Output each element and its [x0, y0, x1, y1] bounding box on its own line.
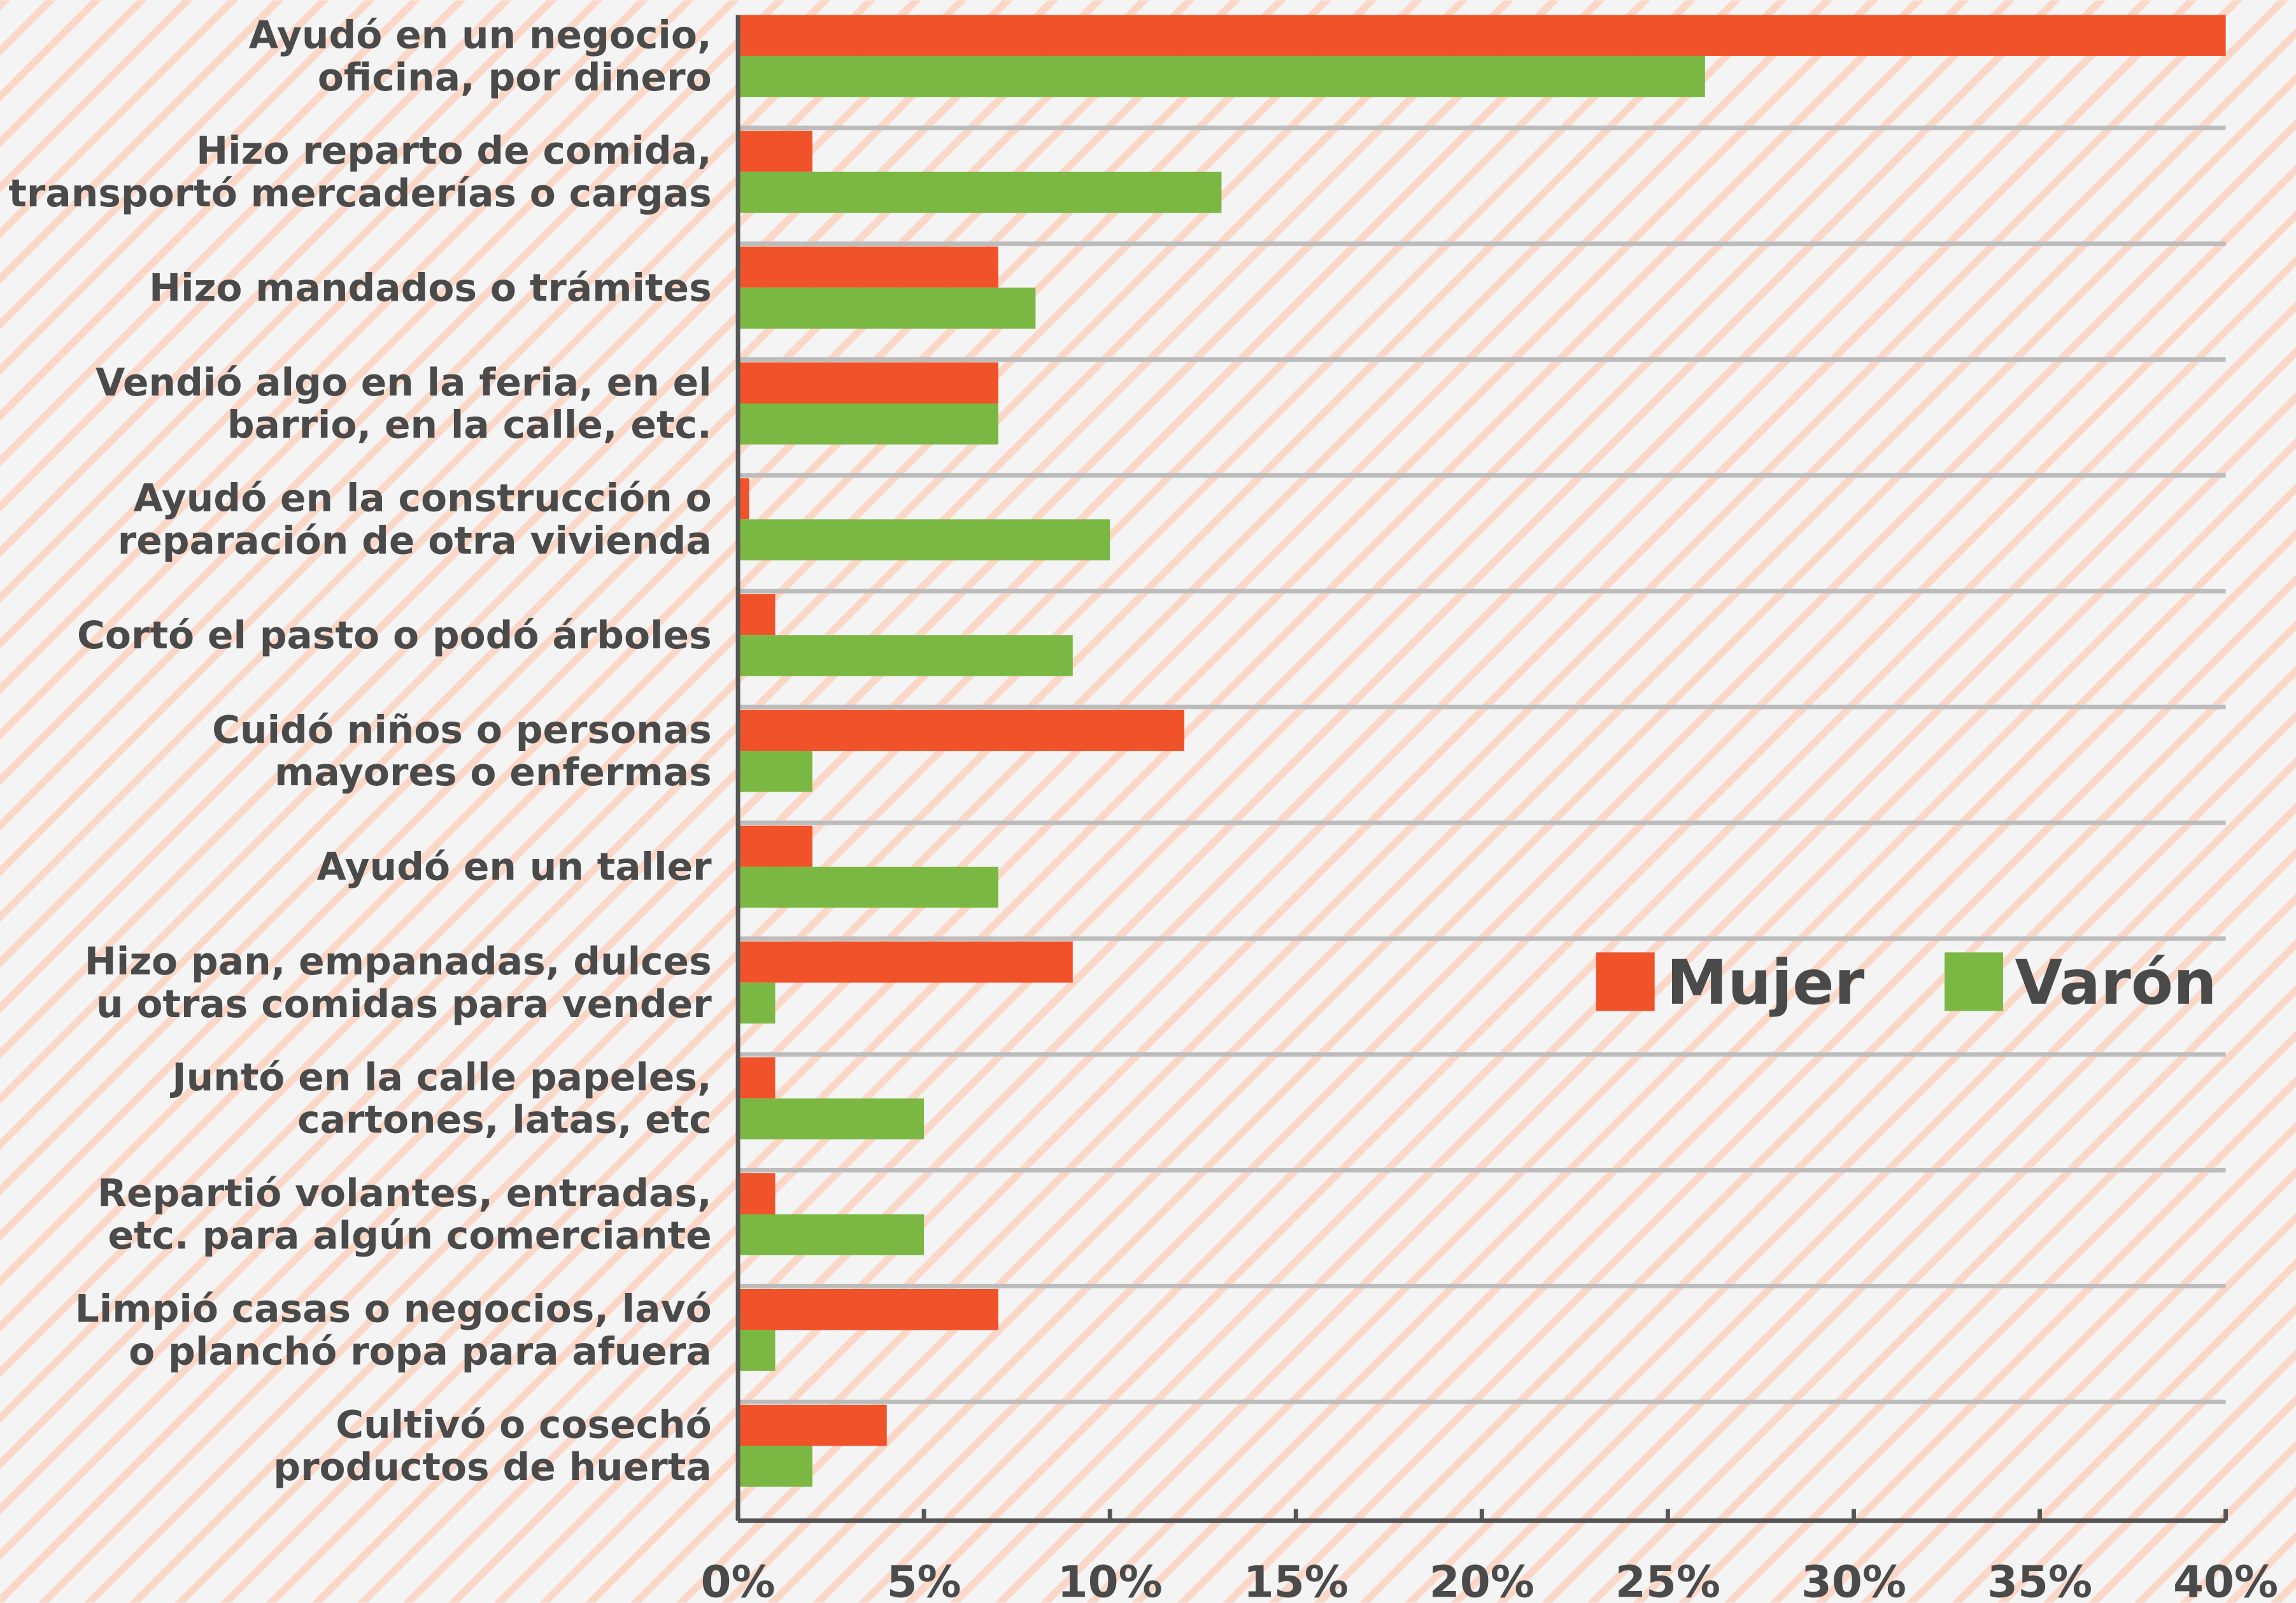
x-tick-label: 0% [701, 1557, 776, 1603]
y-tick-label: Ayudó en un negocio, oficina, por dinero [249, 13, 712, 100]
bar [738, 131, 812, 172]
x-tick-label: 25% [1615, 1557, 1720, 1603]
y-tick-label: Hizo reparto de comida, transportó mercad… [8, 129, 711, 216]
x-tick-label: 20% [1429, 1557, 1534, 1603]
legend-label: Varón [2015, 946, 2216, 1018]
y-tick-label: Juntó en la calle papeles, cartones, lata… [169, 1056, 711, 1143]
y-tick-label: Ayudó en la construcción o reparación de … [118, 477, 712, 564]
bar [738, 751, 812, 792]
bar [738, 1057, 776, 1099]
bar [738, 1330, 776, 1371]
bar [738, 982, 776, 1024]
legend-label: Mujer [1666, 946, 1864, 1018]
y-tick-label: Hizo pan, empanadas, dulces u otras comid… [85, 940, 712, 1027]
y-tick-label: Hizo mandados o trámites [149, 266, 712, 310]
bar [738, 171, 1222, 213]
y-tick-label: Cortó el pasto o podó árboles [77, 614, 712, 658]
y-tick-label: Limpió casas o negocios, lavó o planchó r… [75, 1288, 712, 1374]
bar [738, 403, 998, 445]
legend-swatch [1945, 952, 2004, 1011]
bar [738, 246, 998, 288]
bar [738, 941, 1073, 983]
x-tick-label: 10% [1058, 1557, 1163, 1603]
bar [738, 478, 749, 520]
bar [738, 1098, 925, 1140]
x-tick-label: 40% [2173, 1557, 2278, 1603]
bar [738, 519, 1110, 560]
bar [738, 866, 998, 908]
x-tick-label: 5% [887, 1557, 961, 1603]
bar [738, 1288, 998, 1330]
bar [738, 55, 1705, 97]
bar [738, 362, 998, 404]
bar [738, 1446, 812, 1487]
y-tick-label: Vendió algo en la feria, en el barrio, en… [96, 361, 712, 448]
bar [738, 1173, 776, 1215]
bar [738, 15, 2226, 56]
bar [738, 287, 1036, 329]
y-tick-label: Cuidó niños o personas mayores o enfermas [212, 708, 712, 795]
x-tick-label: 30% [1801, 1557, 1906, 1603]
bar [738, 709, 1185, 752]
legend-swatch [1596, 952, 1655, 1011]
y-tick-label: Cultivó o cosechó productos de huerta [273, 1404, 711, 1490]
bar [738, 594, 776, 636]
bar [738, 1214, 925, 1255]
bar [738, 1404, 887, 1446]
y-tick-label: Repartió volantes, entradas, etc. para al… [97, 1172, 712, 1258]
bar [738, 635, 1073, 676]
x-tick-label: 15% [1244, 1557, 1349, 1603]
y-tick-label: Ayudó en un taller [317, 846, 712, 890]
x-tick-label: 35% [1987, 1557, 2092, 1603]
bar [738, 825, 812, 867]
